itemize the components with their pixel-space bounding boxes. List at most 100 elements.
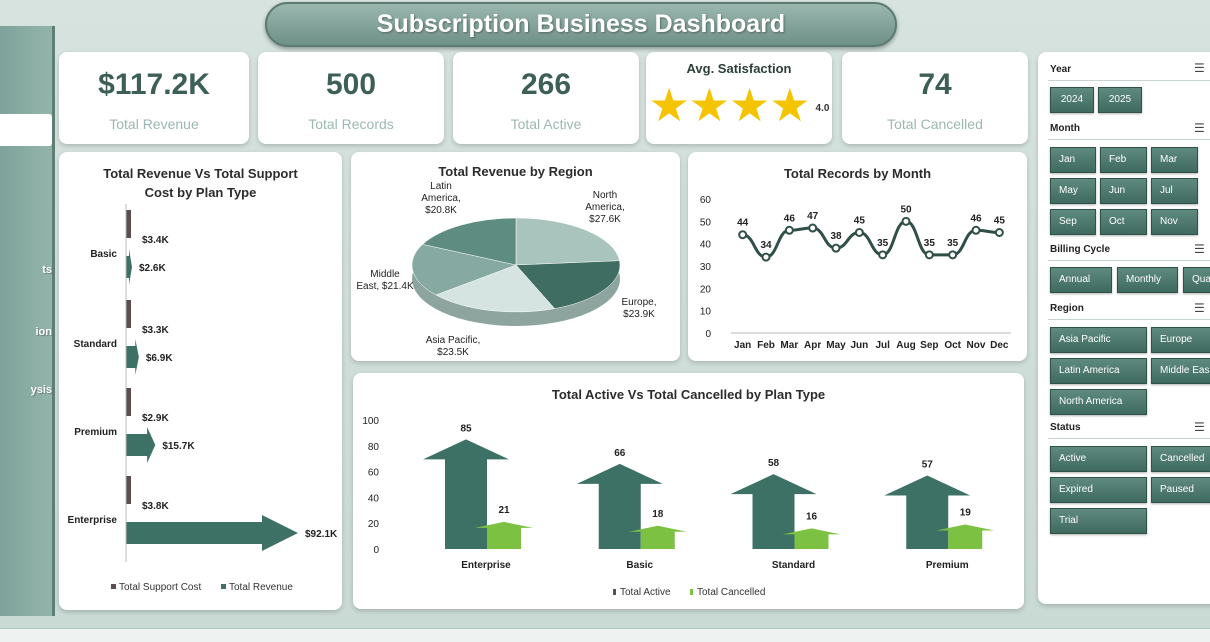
x-tick-label: Jul — [875, 340, 890, 351]
data-label: $6.9K — [146, 353, 173, 364]
kpi-active-value: 266 — [520, 68, 572, 101]
slicer-month-feb[interactable]: Feb — [1100, 147, 1147, 173]
slicer-status-cancelled[interactable]: Cancelled — [1151, 446, 1210, 472]
slicer-month-may[interactable]: May — [1050, 178, 1096, 204]
data-label: 35 — [924, 238, 936, 249]
slicer-region-latin-america[interactable]: Latin America — [1050, 358, 1147, 384]
slicer-month-jul[interactable]: Jul — [1151, 178, 1198, 204]
data-point — [808, 223, 818, 233]
slicer-status-active[interactable]: Active — [1050, 446, 1147, 472]
cancelled-arrow — [475, 521, 533, 549]
pie-data-label: $27.6K — [589, 214, 621, 225]
pie-slice — [515, 260, 621, 309]
data-label: $2.6K — [139, 263, 166, 274]
slicer-billing-annual[interactable]: Annual — [1050, 267, 1112, 293]
legend-label: Total Support Cost — [119, 582, 201, 593]
data-label: $15.7K — [162, 441, 195, 452]
multi-select-filter-icon[interactable]: ☰ — [1194, 242, 1205, 256]
slicer-month-nov[interactable]: Nov — [1151, 209, 1198, 235]
data-point — [738, 230, 748, 240]
slicer-month-mar[interactable]: Mar — [1151, 147, 1198, 173]
data-point — [878, 250, 888, 260]
nav-item-3[interactable]: ysis — [30, 384, 52, 396]
slicer-panel: Year ☰ 2024 2025 Month ☰ Jan Feb Mar May… — [1038, 52, 1210, 604]
y-tick-label: 60 — [368, 468, 380, 479]
data-label: 35 — [877, 238, 889, 249]
support-cost-bar — [126, 476, 131, 504]
kpi-card-revenue: $117.2K Total Revenue — [59, 52, 249, 144]
slicer-month-sep[interactable]: Sep — [1050, 209, 1096, 235]
slicer-region-asia-pacific[interactable]: Asia Pacific — [1050, 327, 1147, 353]
nav-item-active[interactable] — [0, 114, 52, 146]
x-tick-label: Basic — [626, 560, 653, 571]
kpi-records-label: Total Records — [308, 116, 394, 132]
y-tick-label: 60 — [700, 195, 712, 206]
data-point — [971, 225, 981, 235]
revenue-vs-support-chart: Total Revenue Vs Total Support Cost by P… — [59, 152, 342, 610]
pie-data-label: $23.5K — [437, 347, 469, 358]
x-tick-label: Premium — [926, 560, 969, 571]
data-label: $2.9K — [142, 413, 169, 424]
multi-select-filter-icon[interactable]: ☰ — [1194, 301, 1205, 315]
slicer-billing-monthly[interactable]: Monthly — [1117, 267, 1178, 293]
multi-select-filter-icon[interactable]: ☰ — [1194, 121, 1205, 135]
kpi-card-records: 500 Total Records — [258, 52, 444, 144]
x-tick-label: May — [826, 340, 846, 351]
slicer-region-north-america[interactable]: North America — [1050, 389, 1147, 415]
support-cost-bar — [126, 300, 131, 328]
slicer-month-oct[interactable]: Oct — [1100, 209, 1147, 235]
data-label: 38 — [830, 231, 842, 242]
data-label: 45 — [994, 216, 1006, 227]
legend-label: Total Revenue — [229, 582, 293, 593]
left-navigation-panel: ts ion ysis — [0, 26, 55, 616]
kpi-active-label: Total Active — [510, 116, 582, 132]
slicer-year-2025[interactable]: 2025 — [1098, 87, 1142, 113]
slicer-region-middle-east[interactable]: Middle Eas — [1151, 358, 1210, 384]
nav-item-2[interactable]: ion — [35, 326, 53, 338]
y-tick-label: 30 — [700, 262, 712, 273]
slicer-status-paused[interactable]: Paused — [1151, 477, 1210, 503]
multi-select-filter-icon[interactable]: ☰ — [1194, 61, 1205, 75]
x-tick-label: Jan — [734, 340, 751, 351]
y-tick-label: 40 — [700, 240, 712, 251]
active-arrow — [884, 475, 971, 549]
multi-select-filter-icon[interactable]: ☰ — [1194, 420, 1205, 434]
data-label: $3.3K — [142, 325, 169, 336]
y-tick-label: 0 — [373, 545, 379, 556]
pie-slice — [515, 217, 620, 266]
pie-slice — [411, 244, 517, 296]
legend-label: Total Cancelled — [697, 587, 765, 598]
active-vs-cancelled-chart: Total Active Vs Total Cancelled by Plan … — [353, 373, 1024, 609]
data-label: 57 — [922, 459, 934, 470]
data-label: 34 — [760, 240, 772, 251]
kpi-card-cancelled: 74 Total Cancelled — [842, 52, 1028, 144]
nav-item-1[interactable]: ts — [42, 264, 52, 276]
revenue-by-region-chart: Total Revenue by Region Latin America, $20… — [351, 152, 680, 361]
active-arrow — [576, 463, 663, 549]
slicer-header-month: Month — [1050, 123, 1080, 134]
data-point — [784, 225, 794, 235]
y-tick-label: 40 — [368, 493, 380, 504]
slicer-region-europe[interactable]: Europe — [1151, 327, 1210, 353]
slicer-year-2024[interactable]: 2024 — [1050, 87, 1094, 113]
kpi-cancelled-label: Total Cancelled — [887, 116, 983, 132]
data-point — [854, 228, 864, 237]
y-tick-label: 20 — [700, 284, 712, 295]
kpi-records-value: 500 — [325, 68, 377, 101]
dashboard-title: Subscription Business Dashboard — [265, 2, 897, 47]
x-tick-label: Standard — [772, 560, 815, 571]
data-point — [761, 252, 771, 262]
slicer-status-expired[interactable]: Expired — [1050, 477, 1147, 503]
divider — [1048, 80, 1210, 81]
slicer-month-jun[interactable]: Jun — [1100, 178, 1147, 204]
data-label: 45 — [854, 216, 866, 227]
records-line — [742, 219, 1000, 259]
y-tick-label: 100 — [362, 416, 379, 427]
kpi-satisfaction-value: 4.0 — [815, 102, 830, 114]
slicer-month-jan[interactable]: Jan — [1050, 147, 1096, 173]
kpi-cancelled-value: 74 — [918, 68, 952, 101]
slicer-billing-quarterly[interactable]: Qua — [1183, 267, 1210, 293]
pie-data-label: $20.8K — [425, 205, 457, 216]
active-arrow — [423, 439, 509, 549]
slicer-status-trial[interactable]: Trial — [1050, 508, 1147, 534]
